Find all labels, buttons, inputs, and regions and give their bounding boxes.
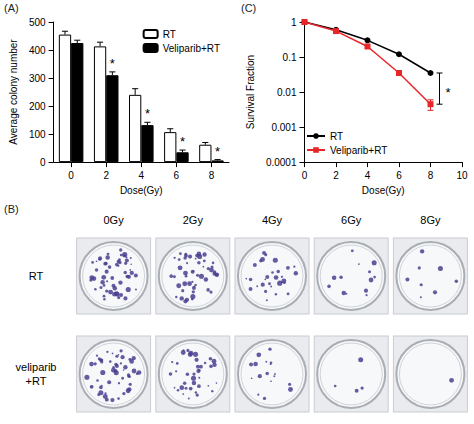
svg-text:Veliparib+RT: Veliparib+RT (330, 145, 387, 156)
svg-text:1: 1 (291, 17, 297, 28)
svg-text:8: 8 (209, 170, 215, 181)
svg-text:0: 0 (68, 170, 74, 181)
svg-text:0.01: 0.01 (277, 87, 297, 98)
svg-text:Survival Fraction: Survival Fraction (245, 55, 256, 129)
svg-text:0: 0 (40, 157, 46, 168)
svg-text:6: 6 (396, 170, 402, 181)
svg-text:veliparib+RT: veliparib+RT (16, 361, 57, 387)
svg-text:4: 4 (365, 170, 371, 181)
svg-text:8: 8 (428, 170, 434, 181)
svg-text:4: 4 (139, 170, 145, 181)
svg-text:*: * (145, 106, 150, 121)
svg-text:100: 100 (29, 129, 46, 140)
svg-text:8Gy: 8Gy (420, 214, 441, 226)
svg-text:500: 500 (29, 17, 46, 28)
svg-text:0: 0 (302, 170, 308, 181)
svg-text:4Gy: 4Gy (262, 214, 283, 226)
svg-text:2Gy: 2Gy (183, 214, 204, 226)
svg-text:Veliparib+RT: Veliparib+RT (163, 43, 220, 54)
html-text:(C): (C) (241, 2, 257, 14)
svg-text:6Gy: 6Gy (341, 214, 362, 226)
svg-text:200: 200 (29, 101, 46, 112)
svg-text:(B): (B) (4, 203, 19, 215)
html-text:(A): (A) (4, 2, 19, 14)
svg-text:2: 2 (333, 170, 339, 181)
svg-text:RT: RT (163, 29, 176, 40)
svg-text:*: * (215, 144, 220, 159)
svg-text:400: 400 (29, 45, 46, 56)
svg-text:*: * (445, 85, 450, 100)
svg-text:0.0001: 0.0001 (266, 157, 297, 168)
svg-text:RT: RT (330, 131, 343, 142)
svg-text:0.001: 0.001 (271, 122, 296, 133)
svg-text:*: * (110, 56, 115, 71)
svg-text:Dose(Gy): Dose(Gy) (120, 185, 163, 196)
svg-text:300: 300 (29, 73, 46, 84)
svg-text:Average colony number: Average colony number (8, 39, 19, 145)
svg-text:Dose(Gy): Dose(Gy) (362, 185, 405, 196)
svg-text:10: 10 (456, 170, 468, 181)
svg-text:RT: RT (29, 270, 44, 282)
svg-text:2: 2 (103, 170, 109, 181)
svg-text:0.1: 0.1 (283, 52, 297, 63)
svg-text:*: * (180, 134, 185, 149)
svg-text:6: 6 (174, 170, 180, 181)
svg-text:0Gy: 0Gy (104, 214, 125, 226)
